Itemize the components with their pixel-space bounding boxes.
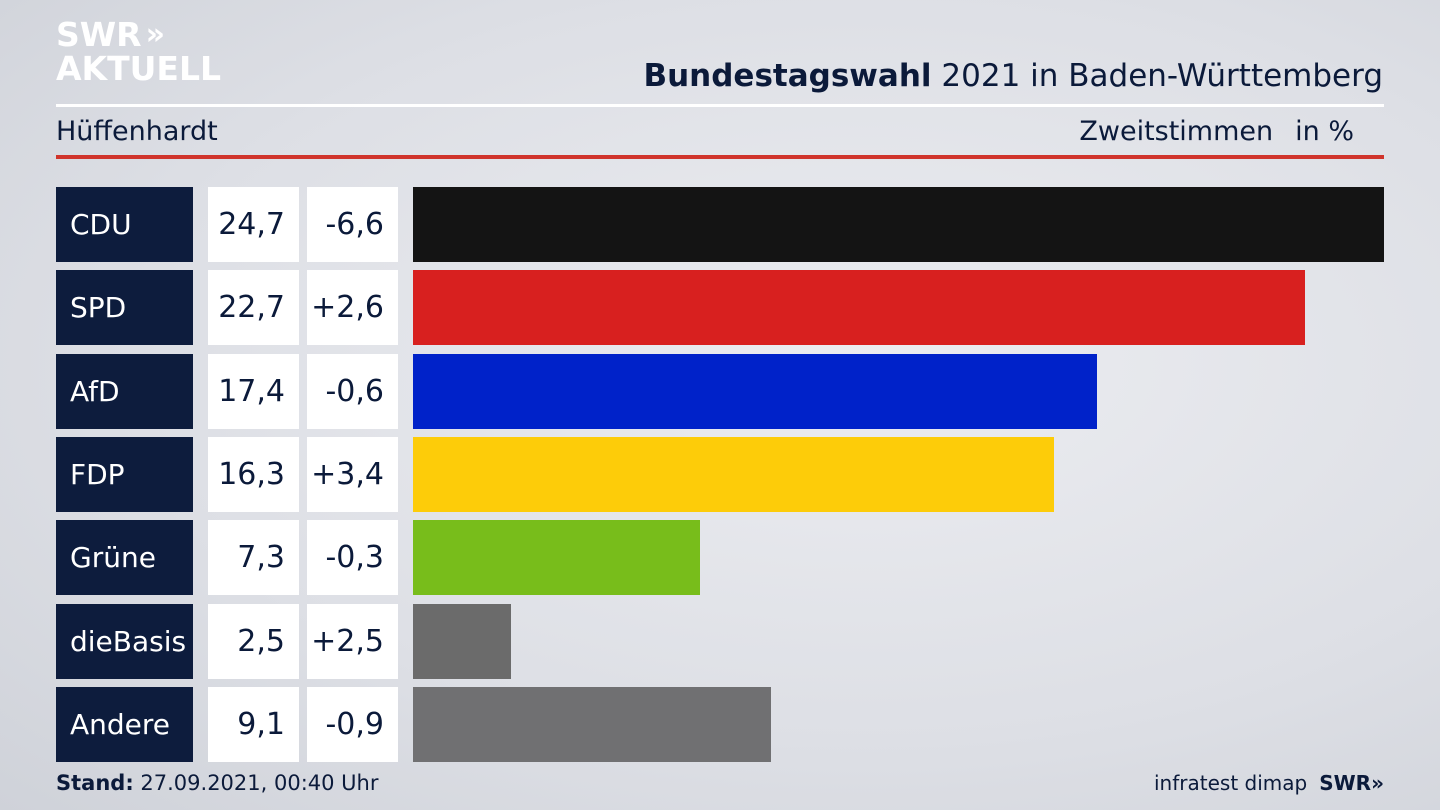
party-label: AfD <box>56 353 193 429</box>
value-label: 24,7 <box>208 187 299 262</box>
region-label: Hüffenhardt <box>56 116 218 147</box>
swr-aktuell-logo: SWR» AKTUELL <box>56 18 221 86</box>
value-label: 22,7 <box>208 270 299 346</box>
chart-title: Bundestagswahl 2021 in Baden-Württemberg <box>643 58 1383 94</box>
party-label: CDU <box>56 187 193 262</box>
metric-header: Zweitstimmen in % <box>1079 116 1354 147</box>
change-label: +3,4 <box>307 436 398 512</box>
bar-row: FDP 16,3 +3,4 <box>56 436 1384 512</box>
bar <box>413 187 1384 262</box>
bar-row: AfD 17,4 -0,6 <box>56 353 1384 429</box>
change-label: -6,6 <box>307 187 398 262</box>
party-label: Andere <box>56 686 193 762</box>
bar-row: CDU 24,7 -6,6 <box>56 187 1384 262</box>
bar <box>413 436 1054 512</box>
swr-footer-logo: SWR» <box>1319 771 1384 795</box>
bar-row: SPD 22,7 +2,6 <box>56 270 1384 346</box>
value-label: 7,3 <box>208 520 299 596</box>
party-label: Grüne <box>56 520 193 596</box>
metric-label: Zweitstimmen <box>1079 116 1274 147</box>
bar <box>413 520 700 596</box>
stand-label: Stand: <box>56 771 134 795</box>
change-label: -0,9 <box>307 686 398 762</box>
source-label: infratest dimap <box>1154 771 1308 795</box>
bar-row: Grüne 7,3 -0,3 <box>56 520 1384 596</box>
header-divider <box>56 104 1384 107</box>
bar <box>413 353 1098 429</box>
value-label: 17,4 <box>208 353 299 429</box>
bar <box>413 603 512 679</box>
party-label: dieBasis <box>56 603 193 679</box>
bar <box>413 270 1306 346</box>
value-label: 2,5 <box>208 603 299 679</box>
change-label: -0,6 <box>307 353 398 429</box>
logo-swr-text: SWR <box>56 15 142 54</box>
change-label: +2,6 <box>307 270 398 346</box>
chart-title-rest: 2021 in Baden-Württemberg <box>931 58 1383 94</box>
unit-label: in % <box>1295 116 1354 147</box>
party-label: SPD <box>56 270 193 346</box>
change-label: -0,3 <box>307 520 398 596</box>
bar-row: dieBasis 2,5 +2,5 <box>56 603 1384 679</box>
logo-aktuell-text: AKTUELL <box>56 49 222 88</box>
source-credit: infratest dimap SWR» <box>1154 771 1384 795</box>
timestamp: Stand: 27.09.2021, 00:40 Uhr <box>56 771 379 795</box>
logo-chevron-icon: » <box>145 17 166 52</box>
bar-row: Andere 9,1 -0,9 <box>56 686 1384 762</box>
value-label: 9,1 <box>208 686 299 762</box>
change-label: +2,5 <box>307 603 398 679</box>
stand-value: 27.09.2021, 00:40 Uhr <box>133 771 379 795</box>
chart-title-bold: Bundestagswahl <box>643 58 932 94</box>
value-label: 16,3 <box>208 436 299 512</box>
red-divider <box>56 155 1384 159</box>
party-label: FDP <box>56 436 193 512</box>
bar <box>413 686 771 762</box>
